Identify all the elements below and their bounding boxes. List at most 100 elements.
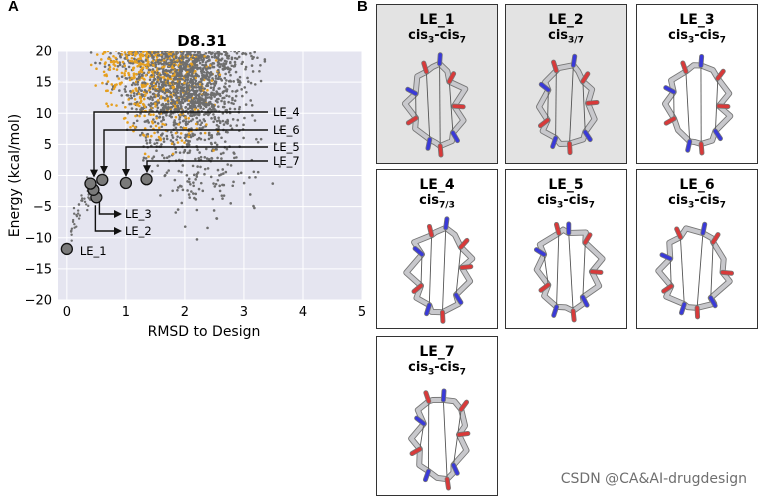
decoy-point-gray [166, 103, 170, 106]
decoy-point-orange [112, 46, 115, 49]
decoy-point-gray [186, 107, 190, 111]
decoy-point-gray [238, 83, 241, 87]
decoy-point-gray [218, 62, 221, 66]
decoy-point-gray [164, 41, 167, 44]
decoy-point-orange [139, 42, 142, 45]
decoy-point-gray [183, 225, 187, 228]
nitrogen-atom [437, 53, 442, 66]
decoy-point-gray [210, 134, 214, 137]
decoy-point-gray [223, 140, 227, 143]
decoy-point-gray [202, 70, 206, 74]
decoy-point-gray [181, 95, 184, 99]
decoy-point-gray [210, 156, 213, 160]
decoy-point-gray [234, 70, 238, 74]
decoy-point-gray [197, 74, 201, 78]
decoy-point-orange [150, 120, 154, 123]
decoy-point-gray [159, 73, 162, 77]
decoy-point-gray [207, 137, 211, 141]
decoy-point-gray [141, 42, 144, 45]
decoy-point-orange [122, 40, 125, 43]
conformation-base: cis [408, 360, 429, 375]
decoy-point-gray [75, 213, 78, 217]
decoy-point-orange [133, 97, 137, 101]
nitrogen-atom [444, 217, 449, 230]
decoy-point-gray [154, 63, 158, 67]
decoy-point-gray [182, 151, 186, 154]
decoy-point-gray [155, 149, 158, 152]
decoy-point-gray [151, 80, 154, 84]
oxygen-atom [460, 264, 473, 270]
decoy-point-orange [103, 39, 106, 42]
decoy-point-gray [191, 118, 195, 121]
decoy-point-orange [150, 134, 153, 138]
decoy-point-gray [167, 51, 170, 52]
decoy-point-gray [227, 48, 230, 51]
conformation-base: cis [419, 193, 440, 208]
decoy-point-gray [182, 119, 186, 122]
decoy-point-orange [137, 57, 140, 61]
decoy-point-orange [171, 43, 174, 46]
decoy-point-gray [180, 170, 183, 174]
decoy-point-orange [158, 42, 161, 45]
decoy-point-gray [170, 102, 173, 105]
decoy-point-gray [152, 40, 155, 43]
decoy-point-gray [194, 192, 198, 196]
decoy-point-gray [186, 103, 190, 106]
decoy-point-gray [189, 81, 192, 84]
decoy-point-gray [237, 51, 241, 53]
decoy-point-orange [146, 42, 149, 45]
decoy-point-gray [164, 45, 167, 48]
decoy-point-gray [187, 177, 191, 181]
decoy-point-gray [183, 148, 187, 152]
decoy-point-gray [179, 92, 183, 96]
hydrogen-bond [543, 254, 549, 285]
decoy-point-gray [212, 120, 215, 124]
decoy-point-gray [240, 88, 243, 91]
decoy-point-orange [134, 114, 137, 118]
decoy-point-gray [178, 65, 182, 68]
decoy-point-gray [193, 51, 197, 53]
decoy-point-gray [169, 86, 172, 90]
decoy-point-gray [224, 66, 228, 70]
decoy-point-gray [210, 117, 213, 120]
decoy-point-gray [142, 156, 146, 160]
decoy-point-gray [178, 51, 180, 52]
decoy-point-gray [172, 45, 175, 48]
decoy-point-gray [263, 58, 267, 61]
hydrogen-bond [547, 89, 549, 121]
decoy-point-orange [94, 45, 97, 48]
decoy-point-gray [167, 83, 170, 87]
decoy-point-gray [240, 62, 244, 66]
decoy-point-gray [158, 41, 161, 44]
decoy-point-orange [205, 123, 208, 126]
decoy-point-orange [136, 47, 139, 50]
decoy-point-gray [168, 43, 171, 46]
decoy-point-gray [157, 54, 161, 57]
decoy-point-gray [150, 61, 153, 64]
decoy-point-gray [191, 164, 195, 168]
decoy-point-gray [131, 38, 134, 41]
decoy-point-orange [147, 41, 150, 44]
decoy-point-orange [128, 42, 131, 45]
decoy-point-orange [151, 40, 154, 43]
decoy-point-gray [184, 133, 188, 137]
decoy-point-gray [158, 48, 161, 51]
structure-tile-le-4: LE_4 cis7/3 [376, 169, 498, 329]
decoy-point-gray [147, 40, 150, 43]
decoy-point-gray [140, 39, 143, 42]
decoy-point-gray [102, 40, 105, 43]
decoy-point-orange [123, 51, 127, 54]
decoy-point-orange [125, 56, 129, 60]
decoy-point-gray [202, 103, 205, 106]
decoy-point-gray [192, 78, 196, 81]
decoy-point-gray [204, 63, 208, 67]
decoy-point-orange [152, 63, 155, 67]
oxygen-atom [720, 270, 734, 275]
decoy-point-gray [191, 134, 195, 138]
decoy-point-orange [154, 38, 157, 41]
decoy-point-gray [190, 68, 193, 72]
decoy-point-gray [212, 113, 215, 116]
decoy-point-gray [176, 135, 179, 138]
decoy-point-gray [238, 79, 241, 83]
decoy-point-gray [72, 212, 76, 215]
